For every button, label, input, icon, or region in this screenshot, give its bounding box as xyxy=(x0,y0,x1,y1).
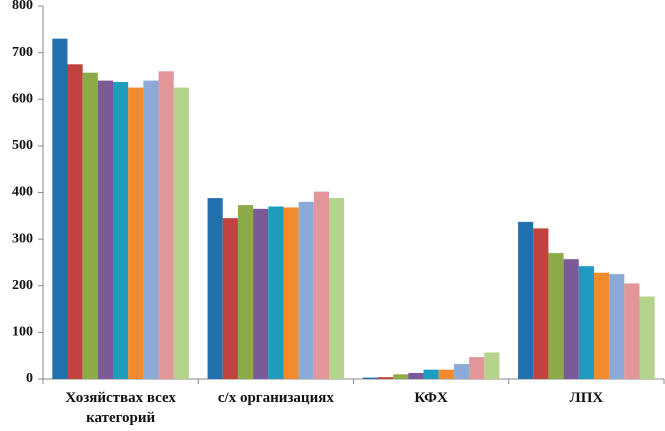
bar xyxy=(484,352,500,379)
bar xyxy=(113,81,129,379)
y-tick-label: 600 xyxy=(12,91,33,106)
x-tick-label: с/х организациях xyxy=(217,390,334,406)
y-tick-label: 700 xyxy=(12,45,33,60)
bar xyxy=(97,80,114,379)
y-tick-label: 300 xyxy=(12,231,33,246)
bar xyxy=(377,377,394,379)
bar xyxy=(453,364,470,379)
bar xyxy=(237,205,254,379)
bar xyxy=(563,259,579,379)
bar xyxy=(469,357,485,379)
bar xyxy=(533,228,549,379)
y-tick-label: 0 xyxy=(26,371,33,386)
bar xyxy=(313,191,330,379)
x-tick-label: Хозяйствах всех категорий xyxy=(65,390,176,426)
bar xyxy=(253,208,269,379)
bar xyxy=(593,272,610,379)
y-tick-label: 400 xyxy=(12,185,33,200)
bar xyxy=(52,38,68,379)
bar xyxy=(408,372,424,379)
x-tick-label: КФХ xyxy=(414,390,448,406)
bar xyxy=(393,374,409,379)
y-tick-label: 800 xyxy=(12,0,33,13)
bar xyxy=(207,198,223,379)
y-tick-label: 100 xyxy=(12,325,33,340)
bar xyxy=(518,221,534,379)
bar xyxy=(578,266,594,379)
bar xyxy=(609,274,625,379)
bar xyxy=(362,377,378,379)
bar xyxy=(329,198,345,379)
bar xyxy=(298,201,314,379)
bar xyxy=(158,71,174,380)
bar xyxy=(268,206,284,379)
bar xyxy=(82,72,98,379)
bar xyxy=(548,253,564,379)
y-tick-label: 500 xyxy=(12,138,33,153)
bar xyxy=(438,369,454,379)
bar xyxy=(423,369,439,379)
bar xyxy=(283,207,299,379)
y-tick-label: 200 xyxy=(12,278,33,293)
bar xyxy=(128,87,144,379)
bar xyxy=(67,64,83,379)
bar xyxy=(639,296,655,379)
bar xyxy=(143,80,159,379)
bar xyxy=(173,87,189,379)
bar xyxy=(624,283,640,379)
x-tick-label: ЛПХ xyxy=(569,390,604,406)
bar xyxy=(222,218,238,379)
